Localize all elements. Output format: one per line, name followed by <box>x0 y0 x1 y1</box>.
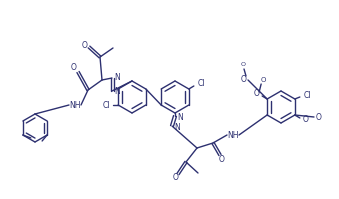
Text: O: O <box>316 112 322 122</box>
Text: NH: NH <box>69 100 81 109</box>
Text: O: O <box>303 115 309 125</box>
Text: O: O <box>241 75 247 85</box>
Text: O: O <box>82 41 88 50</box>
Text: N: N <box>114 73 120 83</box>
Text: Cl: Cl <box>304 91 312 100</box>
Text: N: N <box>174 124 180 133</box>
Text: N: N <box>177 113 183 123</box>
Text: O: O <box>240 62 245 67</box>
Text: N: N <box>114 87 120 96</box>
Text: O: O <box>173 174 179 182</box>
Text: O: O <box>253 90 259 99</box>
Text: O: O <box>71 63 77 72</box>
Text: NH: NH <box>227 131 239 139</box>
Text: O: O <box>219 154 225 164</box>
Text: Cl: Cl <box>102 100 110 109</box>
Text: O: O <box>260 77 266 83</box>
Text: Cl: Cl <box>198 79 206 89</box>
